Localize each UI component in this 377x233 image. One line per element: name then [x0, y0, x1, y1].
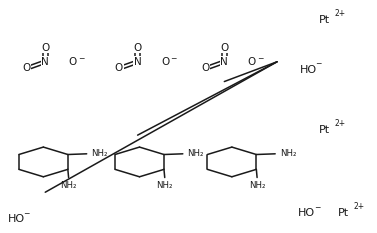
- Text: NH₂: NH₂: [280, 149, 296, 158]
- Text: −: −: [257, 54, 263, 63]
- Text: O: O: [248, 57, 256, 67]
- Text: O: O: [220, 43, 228, 53]
- Text: Pt: Pt: [319, 126, 330, 135]
- Text: 2+: 2+: [335, 9, 346, 18]
- Text: O: O: [41, 43, 49, 53]
- Text: O: O: [115, 63, 123, 73]
- Text: NH₂: NH₂: [156, 181, 173, 190]
- Text: O: O: [161, 57, 169, 67]
- Text: −: −: [170, 54, 176, 63]
- Text: −: −: [23, 209, 30, 218]
- Text: NH₂: NH₂: [187, 149, 204, 158]
- Text: NH₂: NH₂: [249, 181, 265, 190]
- Text: Pt: Pt: [319, 15, 330, 25]
- Text: N: N: [41, 57, 49, 67]
- Text: O: O: [22, 63, 31, 73]
- Text: O: O: [69, 57, 77, 67]
- Text: Pt: Pt: [337, 208, 349, 218]
- Text: NH₂: NH₂: [91, 149, 108, 158]
- Text: HO: HO: [300, 65, 317, 75]
- Text: −: −: [78, 54, 84, 63]
- Text: 2+: 2+: [354, 202, 365, 211]
- Text: HO: HO: [8, 214, 25, 224]
- Text: N: N: [221, 57, 228, 67]
- Text: NH₂: NH₂: [60, 181, 77, 190]
- Text: −: −: [316, 60, 322, 69]
- Text: N: N: [134, 57, 141, 67]
- Text: 2+: 2+: [335, 120, 346, 128]
- Text: O: O: [201, 63, 210, 73]
- Text: −: −: [314, 203, 320, 212]
- Text: HO: HO: [298, 208, 315, 218]
- Text: O: O: [133, 43, 142, 53]
